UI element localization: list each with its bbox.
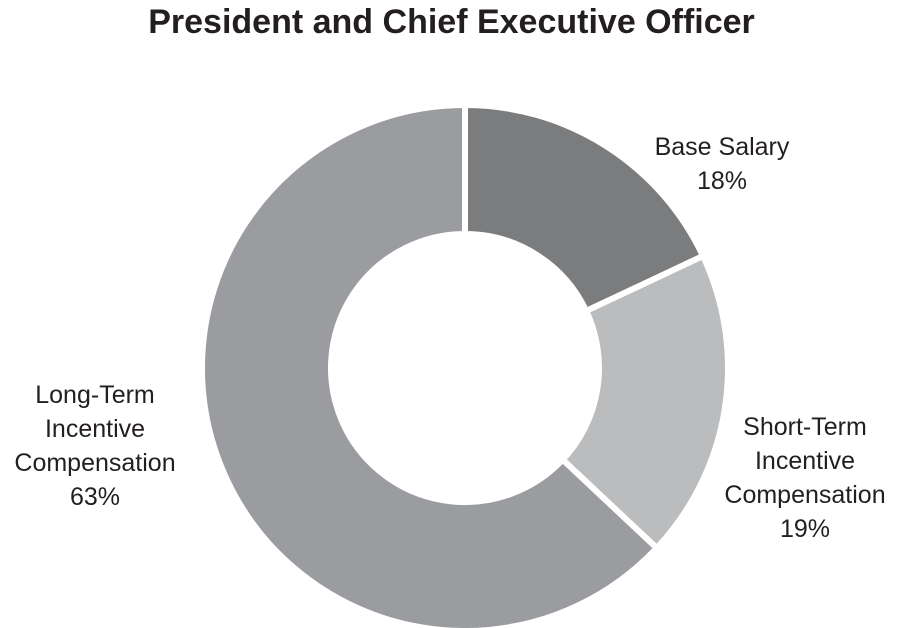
slice-short-term-incentive-compensation: [558, 252, 731, 553]
label-long-term-line3: Compensation: [14, 449, 176, 477]
label-base-salary-value: 18%: [696, 167, 748, 195]
label-long-term-value: 63%: [69, 483, 121, 511]
chart-title: President and Chief Executive Officer: [148, 3, 755, 41]
label-long-term-line2: Incentive: [44, 415, 146, 443]
label-base-salary-line1: Base Salary: [654, 133, 790, 161]
label-base-salary: Base Salary 18%: [622, 130, 822, 198]
label-short-term-line3: Compensation: [724, 481, 886, 509]
label-short-term-line1: Short-Term: [743, 413, 867, 441]
label-long-term-incentive: Long-Term Incentive Compensation 63%: [0, 378, 200, 514]
label-short-term-line2: Incentive: [754, 447, 856, 475]
slice-base-salary: [462, 101, 707, 315]
label-short-term-value: 19%: [779, 515, 831, 543]
slice-long-term-incentive-compensation: [199, 101, 661, 628]
label-long-term-line1: Long-Term: [35, 381, 155, 409]
label-short-term-incentive: Short-Term Incentive Compensation 19%: [705, 410, 903, 546]
